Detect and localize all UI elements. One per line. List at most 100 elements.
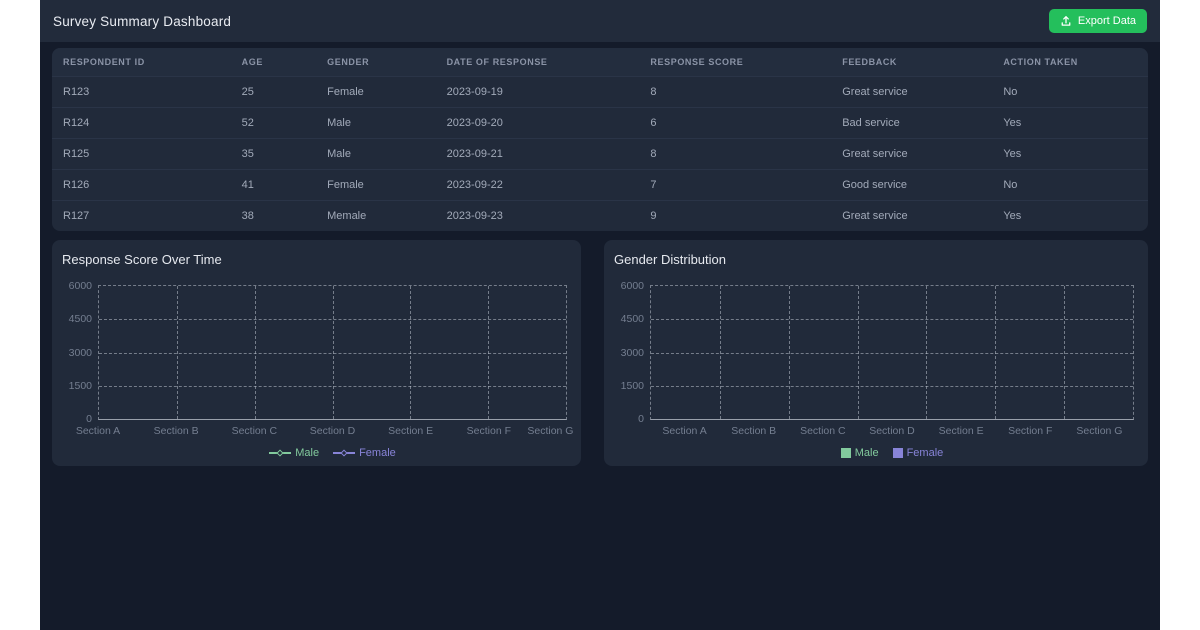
age: 35 [231,148,316,160]
legend-item-female: Female [893,447,944,459]
x-axis-tick: Section B [719,425,788,440]
x-axis-tick: Section C [232,425,278,437]
response-score: 8 [639,86,831,98]
response-score: 6 [639,117,831,129]
respondent-id: R127 [52,210,231,222]
action-taken: Yes [992,210,1148,222]
feedback: Bad service [831,117,992,129]
x-axis-tick: Section F [996,425,1065,440]
line-chart-title: Response Score Over Time [62,252,571,267]
legend-label: Male [855,447,879,459]
action-taken: Yes [992,117,1148,129]
grid-line [333,286,334,419]
feedback: Great service [831,148,992,160]
respondent-id: R125 [52,148,231,160]
legend-label: Female [907,447,944,459]
grid-line [488,286,489,419]
gender: Female [316,86,435,98]
grid-line [177,286,178,419]
column-header-age: AGE [231,57,316,67]
x-axis-tick: Section E [388,425,433,437]
x-axis-tick: Section D [310,425,356,437]
table-header-row: RESPONDENT ID AGE GENDER DATE OF RESPONS… [52,48,1148,76]
column-header-respondent-id: RESPONDENT ID [52,57,231,67]
y-axis-tick: 4500 [621,313,644,325]
grid-line [789,286,790,419]
x-axis-tick: Section A [650,425,719,440]
bar-chart-legend: Male Female [650,447,1134,459]
x-axis-tick: Section G [1065,425,1134,440]
legend-item-male: Male [269,447,319,459]
x-axis-tick: Section G [527,425,573,437]
bar-chart-plot-area: 6000 4500 3000 1500 0 [650,285,1134,420]
action-taken: No [992,86,1148,98]
x-axis-tick: Section C [788,425,857,440]
response-score: 8 [639,148,831,160]
column-header-date: DATE OF RESPONSE [436,57,640,67]
charts-row: Response Score Over Time 6000 4500 3000 … [52,240,1148,466]
x-axis-tick: Section E [927,425,996,440]
line-chart-panel: Response Score Over Time 6000 4500 3000 … [52,240,581,466]
bar-chart-title: Gender Distribution [614,252,1138,267]
y-axis-tick: 1500 [69,380,92,392]
x-axis-labels: Section A Section B Section C Section D … [650,425,1134,440]
age: 41 [231,179,316,191]
legend-label: Female [359,447,396,459]
gender: Memale [316,210,435,222]
y-axis-tick: 4500 [69,313,92,325]
legend-item-female: Female [333,447,396,459]
age: 52 [231,117,316,129]
action-taken: No [992,179,1148,191]
grid-line [995,286,996,419]
line-chart-legend: Male Female [98,447,567,459]
page-title: Survey Summary Dashboard [53,14,231,29]
table-row: R124 52 Male 2023-09-20 6 Bad service Ye… [52,107,1148,138]
bar-series-icon [893,448,903,458]
grid-line [651,353,1133,354]
x-axis-tick: Section A [76,425,120,437]
column-header-action: ACTION TAKEN [992,57,1148,67]
date-of-response: 2023-09-19 [436,86,640,98]
export-button-label: Export Data [1078,15,1136,27]
grid-line [720,286,721,419]
grid-line [858,286,859,419]
line-series-icon [333,449,355,458]
grid-line [651,319,1133,320]
y-axis-tick: 0 [86,413,92,425]
survey-table: RESPONDENT ID AGE GENDER DATE OF RESPONS… [52,48,1148,231]
date-of-response: 2023-09-21 [436,148,640,160]
x-axis-tick: Section B [154,425,199,437]
feedback: Great service [831,86,992,98]
line-chart: 6000 4500 3000 1500 0 Section A Section … [98,285,567,459]
respondent-id: R123 [52,86,231,98]
line-series-icon [269,449,291,458]
age: 38 [231,210,316,222]
y-axis-tick: 6000 [621,280,644,292]
x-axis-labels: Section A Section B Section C Section D … [98,425,567,440]
action-taken: Yes [992,148,1148,160]
legend-label: Male [295,447,319,459]
bar-chart: 6000 4500 3000 1500 0 Section A Section … [650,285,1134,459]
response-score: 9 [639,210,831,222]
x-axis-tick: Section F [467,425,511,437]
y-axis-tick: 3000 [69,347,92,359]
line-chart-plot-area: 6000 4500 3000 1500 0 [98,285,567,420]
grid-line [410,286,411,419]
feedback: Great service [831,210,992,222]
gender: Male [316,148,435,160]
respondent-id: R124 [52,117,231,129]
bar-series-icon [841,448,851,458]
bar-chart-panel: Gender Distribution 6000 4500 3000 1500 [604,240,1148,466]
y-axis-tick: 3000 [621,347,644,359]
grid-line [1064,286,1065,419]
date-of-response: 2023-09-22 [436,179,640,191]
legend-item-male: Male [841,447,879,459]
y-axis-tick: 1500 [621,380,644,392]
table-row: R125 35 Male 2023-09-21 8 Great service … [52,138,1148,169]
grid-line [651,386,1133,387]
column-header-gender: GENDER [316,57,435,67]
export-data-button[interactable]: Export Data [1049,9,1147,33]
table-row: R127 38 Memale 2023-09-23 9 Great servic… [52,200,1148,231]
feedback: Good service [831,179,992,191]
age: 25 [231,86,316,98]
